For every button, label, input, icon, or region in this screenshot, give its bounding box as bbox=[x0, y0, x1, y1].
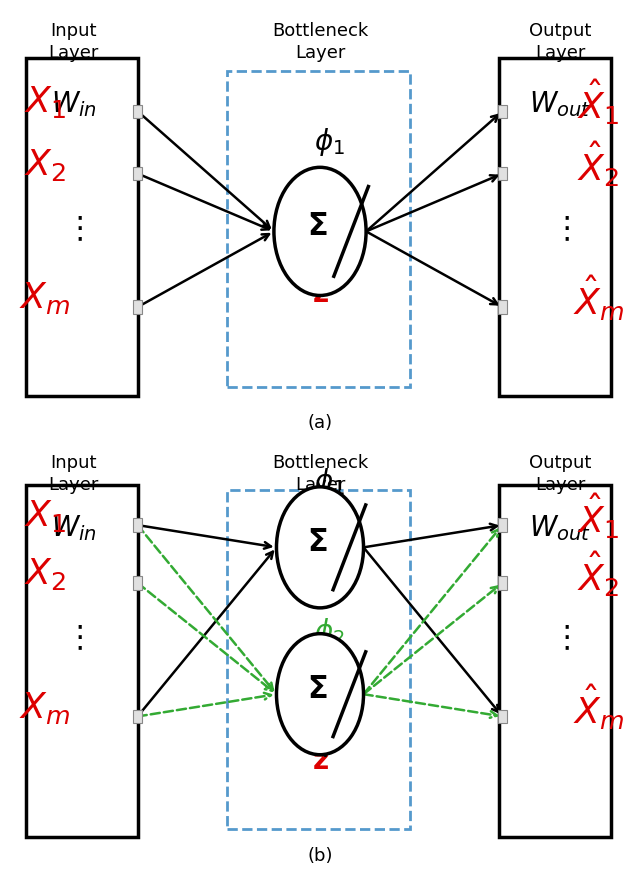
Text: (a): (a) bbox=[307, 414, 333, 432]
Text: $X_m$: $X_m$ bbox=[19, 280, 70, 316]
Text: $\hat{X}_2$: $\hat{X}_2$ bbox=[577, 140, 620, 190]
Text: $\mathit{W}_{in}$: $\mathit{W}_{in}$ bbox=[51, 89, 97, 118]
Text: $X_m$: $X_m$ bbox=[19, 690, 70, 725]
Bar bbox=[498, 166, 508, 180]
Bar bbox=[498, 577, 508, 590]
Text: $X_1$: $X_1$ bbox=[24, 498, 66, 534]
Text: Output
Layer: Output Layer bbox=[529, 454, 591, 494]
Text: $X_2$: $X_2$ bbox=[24, 556, 66, 592]
Text: $\vdots$: $\vdots$ bbox=[550, 215, 570, 244]
Bar bbox=[499, 485, 611, 837]
Text: Output
Layer: Output Layer bbox=[529, 22, 591, 62]
Text: Input
Layer: Input Layer bbox=[49, 454, 99, 494]
Bar bbox=[133, 300, 142, 313]
Bar bbox=[133, 710, 142, 723]
Text: $\hat{X}_m$: $\hat{X}_m$ bbox=[573, 683, 624, 732]
Ellipse shape bbox=[276, 634, 364, 755]
Text: $\mathbf{z}$: $\mathbf{z}$ bbox=[312, 279, 328, 308]
Bar bbox=[133, 518, 142, 531]
Bar bbox=[133, 577, 142, 590]
Bar bbox=[498, 710, 508, 723]
Text: $\mathbf{\Sigma}$: $\mathbf{\Sigma}$ bbox=[307, 676, 327, 704]
Text: $\mathit{W}_{out}$: $\mathit{W}_{out}$ bbox=[529, 514, 591, 543]
Text: $\phi_2$: $\phi_2$ bbox=[314, 616, 345, 648]
Text: $\hat{X}_2$: $\hat{X}_2$ bbox=[577, 549, 620, 599]
Bar bbox=[498, 518, 508, 531]
Text: $\phi_1$: $\phi_1$ bbox=[314, 126, 345, 158]
Text: $\hat{X}_1$: $\hat{X}_1$ bbox=[577, 491, 620, 541]
Text: $\vdots$: $\vdots$ bbox=[64, 215, 83, 244]
Text: $\mathbf{\Sigma}$: $\mathbf{\Sigma}$ bbox=[307, 529, 327, 557]
Text: $X_1$: $X_1$ bbox=[24, 85, 66, 120]
Text: $\mathit{W}_{in}$: $\mathit{W}_{in}$ bbox=[51, 514, 97, 543]
Bar bbox=[26, 485, 138, 837]
Text: Bottleneck
Layer: Bottleneck Layer bbox=[272, 22, 368, 62]
Text: $\vdots$: $\vdots$ bbox=[312, 736, 328, 759]
Bar bbox=[498, 300, 508, 313]
Text: Input
Layer: Input Layer bbox=[49, 22, 99, 62]
Text: $\vdots$: $\vdots$ bbox=[64, 625, 83, 653]
Text: $\mathbf{z}$: $\mathbf{z}$ bbox=[312, 747, 328, 775]
Text: $\hat{X}_1$: $\hat{X}_1$ bbox=[577, 77, 620, 127]
Text: $\hat{X}_m$: $\hat{X}_m$ bbox=[573, 273, 624, 323]
Ellipse shape bbox=[274, 167, 366, 295]
Ellipse shape bbox=[276, 487, 364, 608]
Bar bbox=[26, 58, 138, 396]
Text: $\mathit{W}_{out}$: $\mathit{W}_{out}$ bbox=[529, 89, 591, 118]
Text: $\phi_1$: $\phi_1$ bbox=[314, 466, 345, 498]
Text: $\mathbf{\Sigma}$: $\mathbf{\Sigma}$ bbox=[307, 213, 327, 241]
Text: $\vdots$: $\vdots$ bbox=[550, 625, 570, 653]
Bar bbox=[498, 104, 508, 117]
Text: Bottleneck
Layer: Bottleneck Layer bbox=[272, 454, 368, 494]
Bar bbox=[227, 71, 410, 387]
Text: (b): (b) bbox=[307, 847, 333, 865]
Bar bbox=[133, 104, 142, 117]
Text: $X_2$: $X_2$ bbox=[24, 147, 66, 182]
Bar bbox=[499, 58, 611, 396]
Bar bbox=[133, 166, 142, 180]
Bar bbox=[227, 490, 410, 829]
